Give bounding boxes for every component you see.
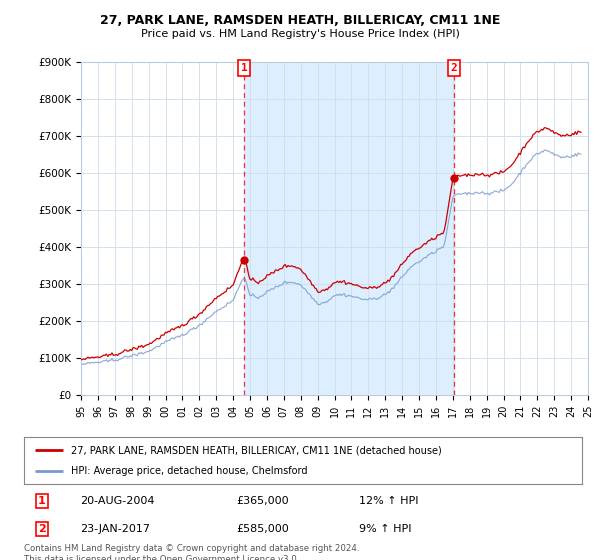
- Text: 27, PARK LANE, RAMSDEN HEATH, BILLERICAY, CM11 1NE (detached house): 27, PARK LANE, RAMSDEN HEATH, BILLERICAY…: [71, 445, 442, 455]
- Text: 27, PARK LANE, RAMSDEN HEATH, BILLERICAY, CM11 1NE: 27, PARK LANE, RAMSDEN HEATH, BILLERICAY…: [100, 14, 500, 27]
- Text: 2: 2: [38, 524, 46, 534]
- Bar: [244, 62, 454, 395]
- Text: 1: 1: [241, 63, 247, 73]
- Text: 20-AUG-2004: 20-AUG-2004: [80, 496, 154, 506]
- Text: HPI: Average price, detached house, Chelmsford: HPI: Average price, detached house, Chel…: [71, 466, 308, 476]
- Text: 23-JAN-2017: 23-JAN-2017: [80, 524, 150, 534]
- Text: £365,000: £365,000: [236, 496, 289, 506]
- Text: 2: 2: [451, 63, 457, 73]
- Text: Price paid vs. HM Land Registry's House Price Index (HPI): Price paid vs. HM Land Registry's House …: [140, 29, 460, 39]
- Text: £585,000: £585,000: [236, 524, 289, 534]
- Text: Contains HM Land Registry data © Crown copyright and database right 2024.
This d: Contains HM Land Registry data © Crown c…: [24, 544, 359, 560]
- Text: 1: 1: [38, 496, 46, 506]
- Text: 9% ↑ HPI: 9% ↑ HPI: [359, 524, 412, 534]
- Text: 12% ↑ HPI: 12% ↑ HPI: [359, 496, 418, 506]
